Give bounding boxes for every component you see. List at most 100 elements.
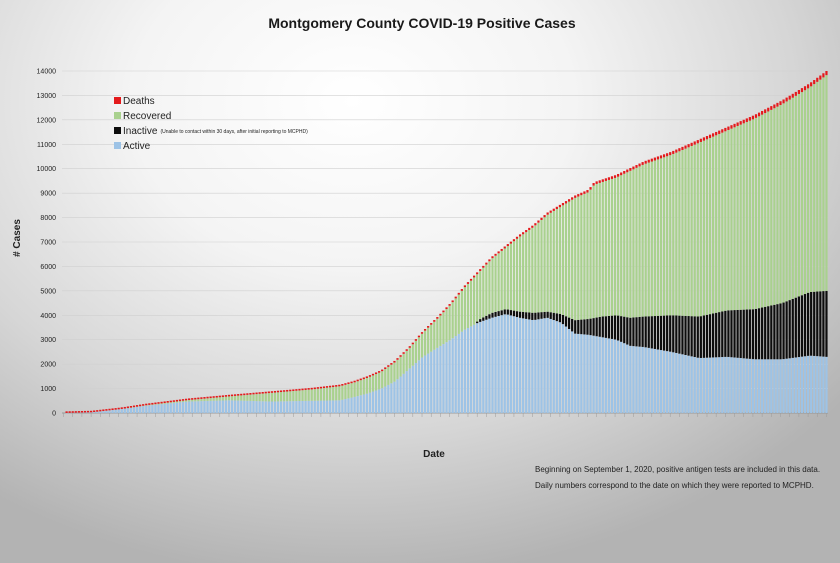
bar-inactive (690, 316, 693, 357)
bar-active (405, 371, 408, 413)
bar-inactive (558, 313, 562, 323)
bar-deaths (491, 256, 494, 259)
bar-active (160, 404, 163, 413)
bar-deaths (399, 355, 402, 357)
bar-recovered (491, 258, 494, 313)
bar-deaths (292, 389, 295, 391)
bar-active (540, 318, 543, 413)
bar-recovered (623, 173, 626, 317)
bar-inactive (543, 311, 546, 319)
bar-deaths (742, 119, 745, 124)
bar-active (194, 401, 197, 413)
bar-inactive (757, 308, 761, 360)
bar-active (669, 351, 672, 413)
bar-deaths (715, 131, 718, 136)
bar-deaths (592, 183, 595, 186)
bar-recovered (350, 383, 353, 398)
bar-active (757, 359, 761, 413)
bar-recovered (650, 161, 653, 317)
bar-deaths (638, 163, 641, 167)
bar-recovered (298, 390, 301, 402)
bar-deaths (267, 391, 270, 394)
bar-deaths (90, 410, 93, 413)
bar-recovered (607, 179, 611, 316)
bar-deaths (439, 313, 442, 316)
bar-recovered (822, 77, 825, 292)
bar-deaths (724, 127, 727, 132)
bar-deaths (466, 282, 470, 284)
bar-inactive (733, 310, 736, 358)
y-tick-label: 6000 (40, 264, 56, 271)
bar-active (295, 401, 298, 413)
bar-recovered (506, 246, 509, 310)
bar-active (503, 314, 506, 413)
bar-recovered (169, 402, 172, 404)
bar-inactive (537, 312, 540, 320)
bar-recovered (209, 398, 212, 401)
bar-recovered (212, 397, 215, 401)
bar-deaths (712, 133, 715, 137)
bar-active (773, 359, 776, 413)
bar-recovered (620, 175, 623, 317)
note-daily: Daily numbers correspond to the date on … (535, 481, 814, 490)
bar-active (270, 401, 273, 413)
bar-active (126, 408, 129, 413)
bar-deaths (534, 223, 537, 226)
bar-inactive (687, 316, 690, 356)
bar-deaths (531, 225, 534, 228)
bar-active (329, 400, 332, 413)
bar-recovered (715, 135, 718, 313)
bar-deaths (770, 106, 773, 110)
bar-deaths (414, 339, 417, 341)
bar-active (803, 356, 807, 413)
bar-inactive (702, 315, 706, 358)
bar-recovered (427, 327, 430, 354)
bar-active (546, 317, 549, 413)
bar-active (341, 399, 344, 413)
bar-inactive (598, 317, 601, 337)
note-antigen: Beginning on September 1, 2020, positive… (535, 465, 820, 474)
bar-deaths (74, 411, 77, 413)
bar-active (335, 400, 338, 413)
bar-active (574, 333, 577, 413)
bar-deaths (154, 402, 157, 405)
bar-recovered (430, 324, 433, 352)
bar-active (687, 355, 690, 413)
bar-deaths (184, 398, 188, 401)
bar-deaths (374, 372, 378, 375)
bar-recovered (378, 372, 381, 390)
bar-active (509, 315, 512, 413)
bar-active (727, 356, 730, 413)
bar-recovered (733, 127, 736, 311)
bar-deaths (408, 346, 411, 348)
bar-inactive (785, 301, 788, 359)
bar-deaths (243, 393, 246, 396)
bar-inactive (617, 315, 620, 341)
bar-active (221, 400, 224, 413)
bar-recovered (445, 309, 448, 343)
bar-active (635, 346, 638, 413)
bar-active (469, 326, 473, 413)
bar-deaths (699, 138, 702, 142)
bar-deaths (595, 181, 598, 184)
bar-deaths (589, 187, 592, 190)
bar-recovered (301, 390, 304, 401)
bar-deaths (678, 148, 681, 152)
bar-active (598, 336, 601, 413)
bar-recovered (589, 189, 592, 319)
bar-inactive (610, 315, 614, 339)
bar-inactive (491, 312, 494, 318)
bar-deaths (203, 397, 206, 399)
bar-deaths (577, 194, 580, 197)
bar-inactive (500, 310, 503, 316)
bar-recovered (316, 388, 319, 401)
bar-inactive (782, 302, 785, 360)
bar-deaths (825, 71, 828, 76)
bar-active (234, 400, 237, 413)
bar-inactive (515, 311, 519, 318)
bar-active (656, 349, 660, 413)
legend-note-inactive: (Unable to contact within 30 days, after… (160, 129, 308, 135)
bar-deaths (702, 137, 706, 141)
bar-recovered (295, 390, 298, 402)
bar-recovered (693, 144, 696, 317)
